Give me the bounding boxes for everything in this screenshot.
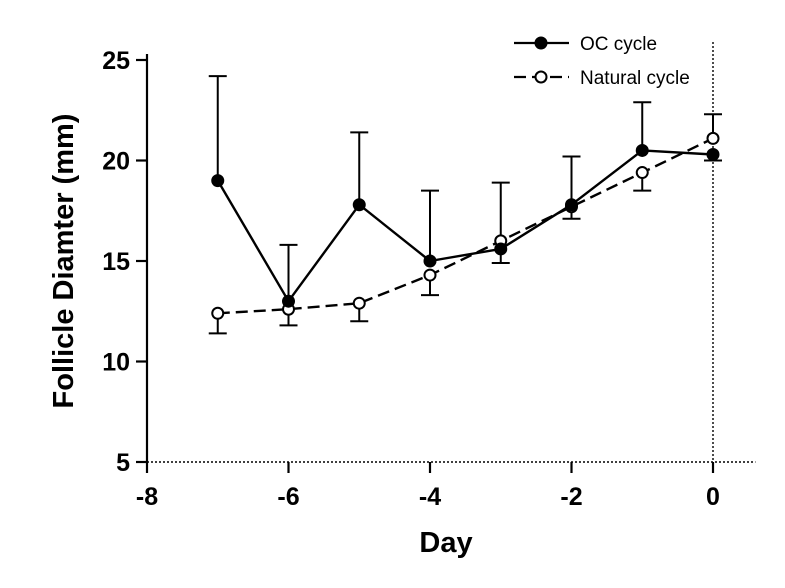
y-tick-label: 10 [102, 349, 130, 377]
y-tick-label: 20 [102, 148, 130, 176]
x-tick-label: -2 [560, 483, 582, 511]
legend-marker-oc-cycle [534, 36, 548, 50]
error-bar-oc-cycle-3 [421, 189, 439, 261]
x-tick-label: -8 [136, 483, 158, 511]
series-lines [216, 137, 714, 315]
data-markers [211, 131, 720, 320]
data-point-natural-cycle [706, 131, 720, 145]
y-tick-label: 5 [116, 449, 130, 477]
data-point-natural-cycle [352, 296, 366, 310]
legend: OC cycle Natural cycle [514, 34, 690, 89]
x-axis-title: Day [419, 527, 472, 559]
data-point-oc-cycle [423, 254, 437, 268]
error-bar-oc-cycle-6 [633, 101, 652, 151]
axis-labels: 5 10 15 20 25 -8 -6 -4 -2 0 Day Follicle Diamter (m… [48, 47, 720, 559]
data-point-oc-cycle [494, 242, 508, 256]
error-bar-oc-cycle-0 [208, 75, 227, 181]
x-tick-label: -6 [277, 483, 299, 511]
series-line-natural-cycle [217, 137, 714, 315]
data-point-oc-cycle [211, 174, 225, 188]
data-point-oc-cycle [352, 198, 366, 212]
error-bar-oc-cycle-1 [279, 243, 298, 302]
data-point-natural-cycle [211, 306, 225, 320]
data-point-oc-cycle [565, 198, 578, 212]
legend-label-oc-cycle: OC cycle [580, 34, 657, 55]
series-line-oc-cycle [216, 149, 714, 303]
error-bar-oc-cycle-2 [350, 131, 369, 205]
x-tick-label: 0 [706, 483, 720, 511]
data-point-natural-cycle [423, 268, 437, 282]
data-point-oc-cycle [635, 143, 649, 157]
axes [136, 54, 756, 473]
y-axis-title: Follicle Diamter (mm) [48, 114, 80, 409]
data-point-natural-cycle [635, 166, 649, 180]
error-bar-oc-cycle-5 [562, 155, 581, 205]
y-tick-label: 15 [102, 248, 130, 276]
legend-label-natural-cycle: Natural cycle [580, 68, 690, 89]
y-tick-label: 25 [102, 47, 130, 75]
data-point-oc-cycle [706, 147, 720, 161]
data-point-oc-cycle [282, 294, 295, 308]
legend-marker-natural-cycle [534, 70, 548, 84]
x-tick-label: -4 [419, 483, 441, 511]
